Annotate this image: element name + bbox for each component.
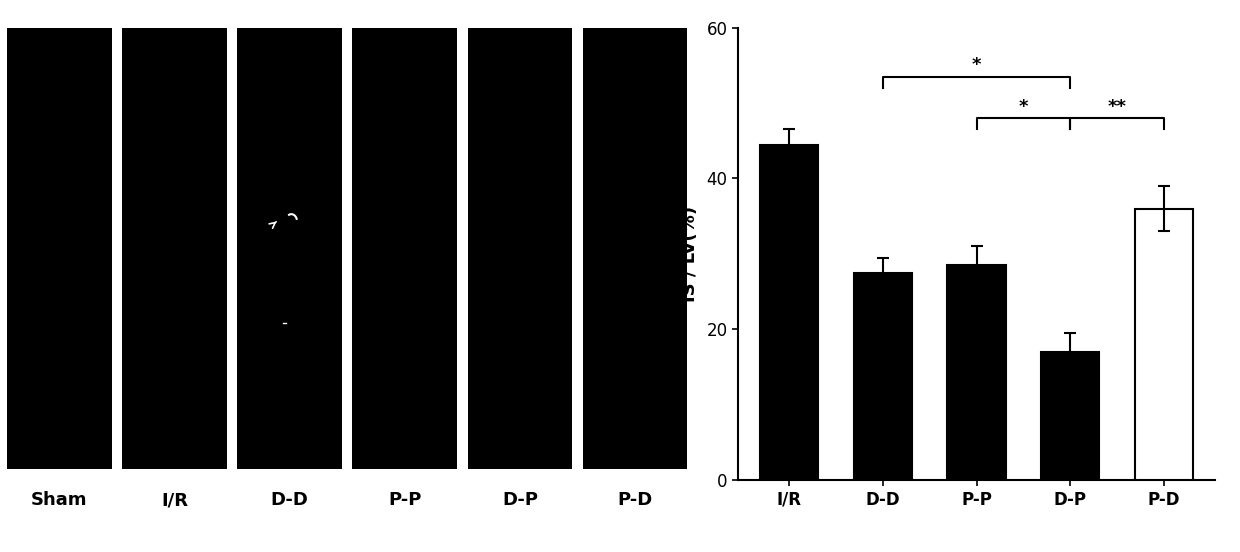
- Text: P-D: P-D: [618, 491, 652, 509]
- Bar: [947, 265, 1006, 480]
- Bar: [352, 28, 458, 469]
- Bar: [1042, 352, 1099, 480]
- Text: *: *: [1018, 98, 1028, 116]
- Bar: [760, 145, 818, 480]
- Bar: [583, 28, 687, 469]
- Text: Sham: Sham: [31, 491, 88, 509]
- Bar: [467, 28, 573, 469]
- Text: D-D: D-D: [270, 491, 309, 509]
- Bar: [1135, 209, 1193, 480]
- Text: **: **: [1107, 98, 1126, 116]
- Text: D-P: D-P: [502, 491, 538, 509]
- Text: *: *: [972, 56, 981, 75]
- Text: I/R: I/R: [161, 491, 188, 509]
- Y-axis label: IS / LV(%): IS / LV(%): [681, 206, 699, 302]
- Text: P-P: P-P: [388, 491, 422, 509]
- Bar: [7, 28, 112, 469]
- Bar: [122, 28, 227, 469]
- Bar: [237, 28, 342, 469]
- Bar: [854, 273, 911, 480]
